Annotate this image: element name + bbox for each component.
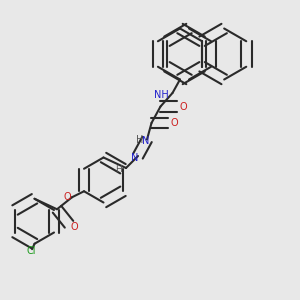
Text: Cl: Cl xyxy=(27,246,36,256)
Text: N: N xyxy=(131,153,138,164)
Text: O: O xyxy=(179,101,187,112)
Text: NH: NH xyxy=(154,89,169,100)
Text: O: O xyxy=(70,222,78,232)
Text: O: O xyxy=(170,118,178,128)
Text: H: H xyxy=(136,134,143,145)
Text: O: O xyxy=(64,192,71,202)
Text: H: H xyxy=(115,165,122,174)
Text: N: N xyxy=(142,136,149,146)
